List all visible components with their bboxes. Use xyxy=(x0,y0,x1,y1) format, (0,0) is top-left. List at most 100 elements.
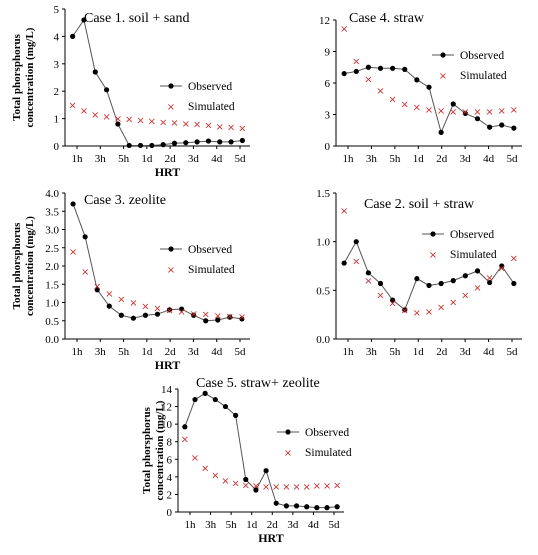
y-tick-label: 2.5 xyxy=(45,243,59,255)
observed-point xyxy=(212,396,218,403)
observed-point xyxy=(191,312,197,318)
observed-point xyxy=(426,84,432,90)
x-tick-label: 5d xyxy=(235,346,247,358)
simulated-point: × xyxy=(170,118,178,129)
simulated-point: × xyxy=(333,480,341,491)
chart-panel-4: 0.0 0.5 1.0 1.5 1h 3h 5h 1d 2d 3d 4d 5d Case 2. soil… xyxy=(316,188,522,358)
x-tick-label: 4d xyxy=(483,153,495,165)
x-tick-label: 1h xyxy=(343,153,355,165)
y-axis-label-line: concentration (mg/L) xyxy=(24,216,36,316)
y-axis-label-line: concentration (mg/L) xyxy=(154,400,166,500)
simulated-point: × xyxy=(340,24,348,35)
simulated-point: × xyxy=(485,273,493,284)
y-axis-label: Total phorsphorusconcentration (mg/L) xyxy=(11,216,36,316)
simulated-point: × xyxy=(141,302,149,313)
simulated-point: × xyxy=(352,56,360,67)
x-tick-label: 4d xyxy=(483,346,495,358)
legend-observed-label: Observed xyxy=(450,229,494,241)
simulated-point: × xyxy=(189,309,197,320)
legend-observed-marker xyxy=(430,231,436,237)
observed-point xyxy=(377,280,384,287)
observed-point xyxy=(414,77,420,83)
simulated-point: × xyxy=(401,305,409,316)
simulated-point: × xyxy=(202,310,210,321)
simulated-point: × xyxy=(303,482,311,493)
observed-point xyxy=(149,142,155,149)
legend-observed-marker xyxy=(285,429,291,435)
y-axis-label-line: concentration (mg/L) xyxy=(24,27,36,127)
legend-simulated-label: Simulated xyxy=(188,264,235,276)
y-tick-label: 12 xyxy=(319,15,330,27)
observed-point xyxy=(293,503,300,509)
observed-point xyxy=(499,122,505,128)
x-tick-label: 1h xyxy=(343,346,355,358)
observed-point xyxy=(341,70,347,77)
simulated-point: × xyxy=(364,74,372,85)
observed-point xyxy=(227,314,233,320)
x-tick-label: 3h xyxy=(366,346,378,358)
observed-point xyxy=(474,268,481,274)
x-tick-label: 1d xyxy=(141,346,153,358)
simulated-point: × xyxy=(449,298,457,309)
simulated-point: × xyxy=(182,119,190,130)
x-tick-label: 3h xyxy=(205,519,217,531)
simulated-point: × xyxy=(165,305,173,316)
x-tick-label: 2d xyxy=(436,346,448,358)
observed-point xyxy=(314,505,320,511)
x-tick-label: 1h xyxy=(185,519,197,531)
simulated-point: × xyxy=(323,481,331,492)
simulated-point: × xyxy=(68,100,76,111)
chart-panel-3: 0.0 0.5 1.0 1.5 2.0 2.5 3.0 3.5 4.0 1h 3h 5h 1d 2d 3d 4… xyxy=(11,188,250,372)
y-tick-label: 2.0 xyxy=(45,261,59,273)
observed-point xyxy=(183,140,189,146)
simulated-point: × xyxy=(352,257,360,268)
observed-point xyxy=(92,69,98,75)
legend-simulated-label: Simulated xyxy=(460,70,507,82)
observed-point xyxy=(462,110,468,117)
legend-simulated-marker: × xyxy=(167,102,175,113)
simulated-point: × xyxy=(461,107,469,118)
simulated-point: × xyxy=(153,303,161,314)
y-tick-label: 1.0 xyxy=(316,237,330,249)
observed-point xyxy=(81,17,87,23)
y-axis-label: Total phorsphorusconcentration (mg/L) xyxy=(141,400,166,500)
simulated-point: × xyxy=(437,302,445,313)
observed-point xyxy=(511,280,517,287)
simulated-point: × xyxy=(117,294,125,305)
x-tick-label: 5d xyxy=(507,346,519,358)
x-tick-label: 1d xyxy=(413,153,425,165)
observed-point xyxy=(365,270,371,276)
observed-point xyxy=(426,282,432,289)
simulated-point: × xyxy=(177,307,185,318)
simulated-point: × xyxy=(181,435,189,446)
x-tick-label: 3d xyxy=(460,346,472,358)
simulated-point: × xyxy=(262,482,270,493)
x-axis-label: HRT xyxy=(258,531,284,545)
x-tick-label: 5h xyxy=(389,153,401,165)
x-tick-label: 5d xyxy=(235,153,247,165)
simulated-point: × xyxy=(292,482,300,493)
simulated-point: × xyxy=(376,291,384,302)
simulated-point: × xyxy=(193,120,201,131)
y-axis-label-line: Total phorsphorus xyxy=(11,33,23,120)
y-tick-label: 9 xyxy=(325,47,331,59)
simulated-point: × xyxy=(461,291,469,302)
y-tick-label: 3 xyxy=(54,59,60,71)
observed-point xyxy=(377,65,384,71)
legend-observed-marker xyxy=(168,83,174,89)
simulated-point: × xyxy=(510,105,518,116)
chart-panel-1: 0 1 2 3 4 5 1h 3h 5h 1d 2d 3d 4d 5d HRT Total phorsphor… xyxy=(11,4,250,179)
observed-line xyxy=(72,18,243,146)
observed-point xyxy=(179,306,185,312)
x-axis-label: HRT xyxy=(155,358,181,372)
y-tick-label: 4.0 xyxy=(45,188,59,200)
legend-observed-label: Observed xyxy=(460,50,504,62)
chart-title: Case 5. straw+ zeolite xyxy=(196,376,320,391)
y-tick-label: 3.5 xyxy=(45,206,59,218)
legend-observed-label: Observed xyxy=(305,427,349,439)
observed-point xyxy=(82,234,88,240)
observed-point xyxy=(228,139,234,145)
observed-point xyxy=(70,33,76,40)
x-tick-label: 4d xyxy=(308,519,320,531)
